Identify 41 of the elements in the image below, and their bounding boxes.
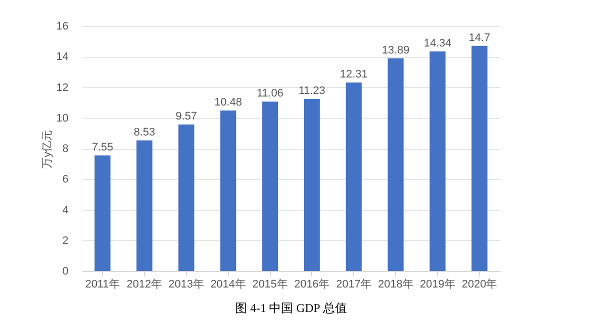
bar [346,82,362,271]
y-axis-title: 万y亿元 [41,130,54,168]
data-label: 10.48 [214,96,242,109]
x-tick-label: 2011年 [85,278,120,290]
x-tick-label: 2018年 [378,278,414,290]
data-label: 14.7 [468,32,490,44]
x-tick-label: 2017年 [336,278,372,290]
y-tick-label: 16 [56,20,68,32]
x-tick-label: 2015年 [252,278,288,290]
x-tick-label: 2013年 [168,278,204,290]
x-tick-label: 2014年 [210,278,246,290]
bar [388,58,404,271]
y-tick-label: 12 [56,82,68,94]
bar [94,155,110,271]
x-tick-label: 2020年 [462,278,498,290]
y-tick-label: 2 [62,234,68,247]
x-tick-label: 2016年 [294,278,330,290]
bar [304,99,320,271]
data-label: 11.23 [298,85,326,98]
y-tick-label: 0 [62,266,68,278]
data-label: 9.57 [176,110,197,122]
y-tick-label: 10 [56,112,68,124]
data-label: 11.06 [256,88,284,100]
y-tick-label: 4 [62,204,68,216]
data-label: 7.55 [92,141,114,154]
x-tick-label: 2019年 [420,278,456,290]
bar [262,102,278,271]
y-tick-label: 8 [62,143,68,155]
bar [430,51,446,271]
data-label: 14.34 [424,37,452,50]
bar [178,124,194,271]
data-label: 13.89 [382,44,410,56]
y-tick-label: 6 [62,174,68,186]
text: 图 4-1 中国 GDP 总值 [235,301,347,315]
bar [136,140,152,271]
data-label: 12.31 [340,68,368,81]
bar [220,110,236,271]
x-tick-label: 2012年 [126,278,162,290]
bar [472,46,488,271]
y-tick-label: 14 [56,51,68,64]
data-label: 8.53 [134,126,156,138]
